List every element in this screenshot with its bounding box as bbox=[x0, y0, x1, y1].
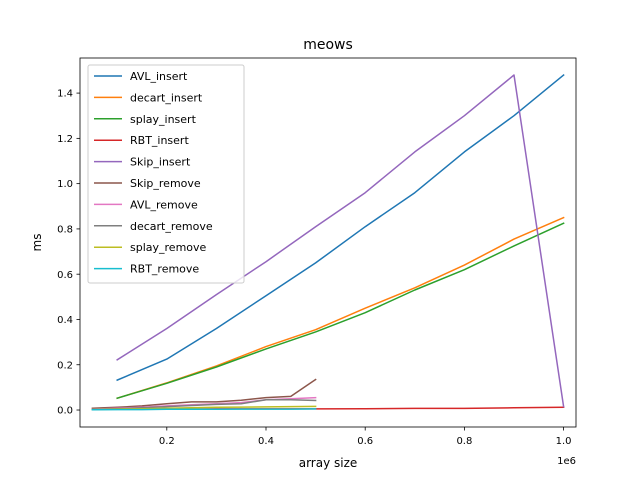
chart-title: meows bbox=[303, 37, 353, 53]
series-line-skip-insert bbox=[116, 74, 565, 408]
y-tick-label: 0.0 bbox=[57, 406, 73, 417]
series-line-rbt-remove bbox=[91, 408, 317, 411]
legend-label: AVL_remove bbox=[130, 198, 198, 211]
y-axis-ticks: 0.0 0.2 0.4 0.6 0.8 1.0 1.2 1.4 bbox=[57, 89, 80, 417]
x-tick-label: 0.2 bbox=[159, 436, 175, 447]
y-axis-label: ms bbox=[30, 234, 44, 252]
y-tick-label: 0.4 bbox=[57, 315, 73, 326]
legend-label: Skip_remove bbox=[130, 177, 201, 190]
legend-label: Skip_insert bbox=[130, 156, 191, 169]
x-axis-label: array size bbox=[299, 456, 358, 470]
y-tick-label: 1.0 bbox=[57, 179, 73, 190]
x-tick-label: 1.0 bbox=[556, 436, 572, 447]
series-layer bbox=[91, 73, 565, 411]
legend-entry: decart_remove bbox=[94, 220, 213, 233]
legend-entry: AVL_insert bbox=[94, 70, 188, 83]
series-line-skip-remove bbox=[91, 378, 317, 409]
y-tick-label: 0.2 bbox=[57, 360, 73, 371]
legend-entry: AVL_remove bbox=[94, 198, 198, 211]
x-tick-label: 0.6 bbox=[357, 436, 373, 447]
legend-entry: decart_insert bbox=[94, 91, 203, 104]
legend-label: splay_remove bbox=[130, 241, 207, 254]
y-tick-label: 1.2 bbox=[57, 134, 73, 145]
legend-box bbox=[87, 64, 245, 284]
x-axis-ticks: 0.2 0.4 0.6 0.8 1.0 bbox=[159, 427, 572, 447]
x-axis-offset-text: 1e6 bbox=[557, 456, 576, 467]
series-line-splay-insert bbox=[116, 222, 565, 400]
legend-entry: Skip_insert bbox=[94, 156, 191, 169]
legend-entry: splay_insert bbox=[94, 113, 197, 126]
x-tick-label: 0.8 bbox=[456, 436, 472, 447]
legend: AVL_insert decart_insert splay_insert RBT_i… bbox=[87, 64, 245, 284]
legend-label: decart_remove bbox=[130, 220, 213, 233]
y-tick-label: 0.8 bbox=[57, 225, 73, 236]
y-tick-label: 1.4 bbox=[57, 89, 73, 100]
legend-entry: RBT_remove bbox=[94, 263, 199, 276]
x-tick-label: 0.4 bbox=[258, 436, 274, 447]
series-line-avl-insert bbox=[116, 73, 565, 382]
legend-label: splay_insert bbox=[130, 113, 197, 126]
legend-entry: RBT_insert bbox=[94, 134, 189, 147]
legend-entry: Skip_remove bbox=[94, 177, 201, 190]
legend-label: RBT_remove bbox=[130, 263, 199, 276]
axes-frame bbox=[79, 57, 577, 428]
legend-entry: splay_remove bbox=[94, 241, 207, 254]
legend-label: RBT_insert bbox=[130, 134, 189, 147]
legend-label: AVL_insert bbox=[130, 70, 188, 83]
legend-label: decart_insert bbox=[130, 91, 203, 104]
y-tick-label: 0.6 bbox=[57, 270, 73, 281]
